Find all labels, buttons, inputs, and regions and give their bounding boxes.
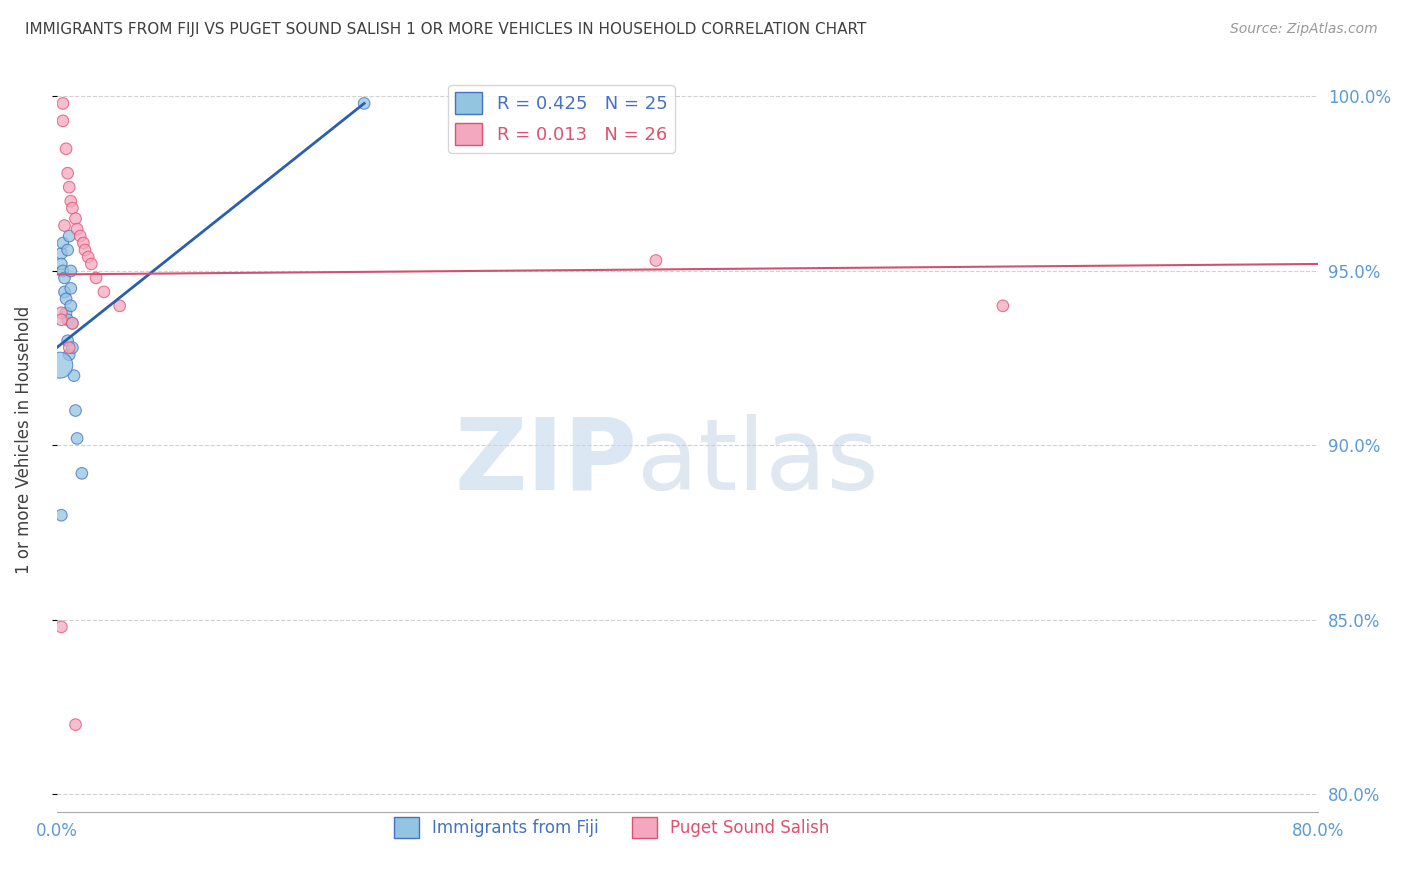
Point	[991, 299, 1014, 313]
Point	[84, 271, 107, 285]
Point	[53, 271, 76, 285]
Point	[56, 166, 79, 180]
Point	[51, 508, 73, 523]
Text: IMMIGRANTS FROM FIJI VS PUGET SOUND SALISH 1 OR MORE VEHICLES IN HOUSEHOLD CORRE: IMMIGRANTS FROM FIJI VS PUGET SOUND SALI…	[25, 22, 866, 37]
Point	[65, 717, 87, 731]
Point	[51, 313, 73, 327]
Legend: Immigrants from Fiji, Puget Sound Salish: Immigrants from Fiji, Puget Sound Salish	[387, 811, 837, 845]
Point	[55, 142, 77, 156]
Point	[58, 348, 80, 362]
Point	[52, 114, 75, 128]
Point	[53, 285, 76, 299]
Point	[63, 368, 86, 383]
Point	[65, 403, 87, 417]
Point	[49, 358, 72, 372]
Point	[58, 180, 80, 194]
Point	[51, 620, 73, 634]
Point	[53, 219, 76, 233]
Point	[56, 243, 79, 257]
Point	[56, 313, 79, 327]
Point	[52, 264, 75, 278]
Point	[77, 250, 100, 264]
Point	[645, 253, 668, 268]
Point	[69, 229, 91, 244]
Point	[59, 299, 82, 313]
Point	[58, 341, 80, 355]
Point	[59, 264, 82, 278]
Point	[73, 243, 96, 257]
Point	[60, 201, 83, 215]
Point	[51, 246, 73, 260]
Point	[56, 334, 79, 348]
Point	[58, 229, 80, 244]
Point	[70, 467, 93, 481]
Point	[60, 316, 83, 330]
Point	[55, 306, 77, 320]
Text: atlas: atlas	[637, 414, 879, 511]
Point	[59, 194, 82, 208]
Point	[72, 235, 94, 250]
Point	[60, 316, 83, 330]
Point	[66, 432, 89, 446]
Point	[51, 257, 73, 271]
Point	[52, 96, 75, 111]
Point	[51, 306, 73, 320]
Text: ZIP: ZIP	[454, 414, 637, 511]
Text: Source: ZipAtlas.com: Source: ZipAtlas.com	[1230, 22, 1378, 37]
Point	[52, 235, 75, 250]
Point	[59, 281, 82, 295]
Point	[353, 96, 375, 111]
Point	[93, 285, 115, 299]
Point	[55, 292, 77, 306]
Point	[60, 341, 83, 355]
Point	[65, 211, 87, 226]
Point	[108, 299, 131, 313]
Y-axis label: 1 or more Vehicles in Household: 1 or more Vehicles in Household	[15, 306, 32, 574]
Point	[80, 257, 103, 271]
Point	[66, 222, 89, 236]
